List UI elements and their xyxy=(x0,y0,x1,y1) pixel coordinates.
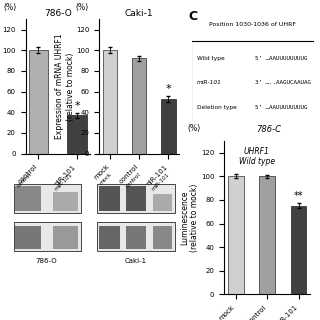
Bar xyxy=(126,186,146,211)
Y-axis label: Expression of mRNA UHRF1
(relative to mock): Expression of mRNA UHRF1 (relative to mo… xyxy=(0,34,1,139)
Bar xyxy=(153,194,172,211)
Bar xyxy=(53,192,77,211)
Text: *: * xyxy=(165,84,171,94)
Text: 3’ …..AAGUCAAUAG: 3’ …..AAGUCAAUAG xyxy=(255,80,311,85)
Bar xyxy=(259,176,275,294)
Bar xyxy=(291,206,307,294)
Bar xyxy=(15,186,41,211)
Text: control: control xyxy=(125,172,142,188)
Bar xyxy=(132,59,147,154)
Bar xyxy=(15,226,41,249)
Text: Wild type: Wild type xyxy=(197,56,225,60)
Text: (%): (%) xyxy=(188,124,201,133)
Title: Caki-1: Caki-1 xyxy=(125,9,154,19)
Bar xyxy=(53,226,77,249)
Bar xyxy=(28,50,48,154)
Text: Deletion type: Deletion type xyxy=(197,105,237,110)
Y-axis label: Expression of mRNA UHRF1
(relative to mock): Expression of mRNA UHRF1 (relative to mo… xyxy=(55,34,75,139)
Text: miR-101: miR-101 xyxy=(151,172,171,191)
Text: Caki-1: Caki-1 xyxy=(125,258,147,264)
Bar xyxy=(153,226,172,249)
Text: **: ** xyxy=(294,191,303,201)
Bar xyxy=(97,184,175,213)
Text: (%): (%) xyxy=(75,4,88,12)
Text: 5’ …AAUUUUUUUUG: 5’ …AAUUUUUUUUG xyxy=(255,105,308,110)
Bar xyxy=(126,226,146,249)
Text: C: C xyxy=(189,10,198,23)
Text: *: * xyxy=(74,101,80,111)
Bar xyxy=(13,184,81,213)
Bar xyxy=(161,99,176,154)
Text: mock: mock xyxy=(99,172,113,186)
Bar xyxy=(99,226,120,249)
Bar xyxy=(103,50,117,154)
Bar xyxy=(67,115,87,154)
Bar xyxy=(228,176,244,294)
Text: miR-101: miR-101 xyxy=(54,172,74,191)
Text: 786-C: 786-C xyxy=(256,125,281,134)
Text: UHRF1
Wild type: UHRF1 Wild type xyxy=(239,147,275,166)
FancyBboxPatch shape xyxy=(191,41,315,123)
Text: Position 1030-1036 of UHRF: Position 1030-1036 of UHRF xyxy=(209,22,296,27)
Text: (%): (%) xyxy=(3,4,16,12)
Text: control: control xyxy=(16,172,33,188)
Title: 786-O: 786-O xyxy=(44,9,71,19)
Bar xyxy=(97,222,175,251)
Text: 5’ …AAUUUUUUUUG: 5’ …AAUUUUUUUUG xyxy=(255,56,308,60)
Bar xyxy=(99,186,120,211)
Bar xyxy=(13,222,81,251)
Text: 786-O: 786-O xyxy=(36,258,57,264)
Text: miR-101: miR-101 xyxy=(197,80,222,85)
Y-axis label: Luminescence
(relative to mock): Luminescence (relative to mock) xyxy=(180,183,199,252)
